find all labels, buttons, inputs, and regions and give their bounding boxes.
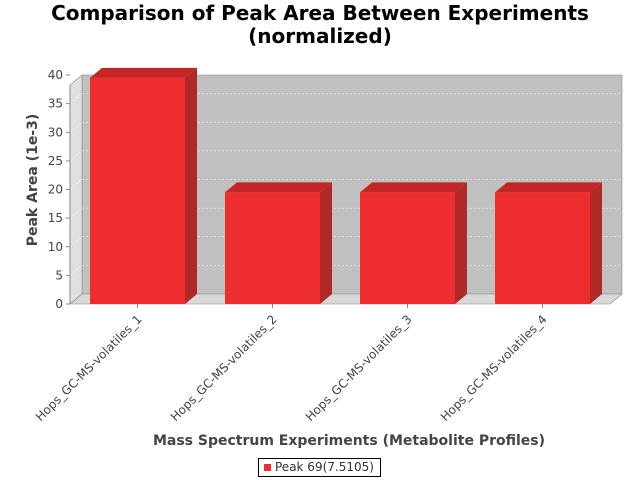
- bar: [495, 182, 602, 304]
- bar-side: [455, 182, 467, 304]
- bar-front: [225, 192, 320, 304]
- y-tick-label: 35: [48, 97, 63, 111]
- bar-side: [185, 67, 197, 304]
- y-tick-label: 5: [55, 268, 63, 282]
- bar: [90, 67, 197, 304]
- x-tick-label: Hops_GC-MS-volatiles_3: [303, 312, 415, 424]
- y-tick-label: 15: [48, 211, 63, 225]
- y-tick-label: 40: [48, 68, 63, 82]
- bar: [225, 182, 332, 304]
- y-tick-label: 0: [55, 297, 63, 311]
- y-gridline-side: [69, 64, 83, 76]
- bar-top: [360, 182, 467, 193]
- bar-top: [495, 182, 602, 193]
- bars: [90, 67, 602, 304]
- x-axis-label: Mass Spectrum Experiments (Metabolite Pr…: [153, 433, 545, 449]
- bar-top: [90, 67, 197, 78]
- bar-top: [225, 182, 332, 193]
- y-gridline-side: [69, 93, 83, 104]
- bar-side: [320, 182, 332, 304]
- plot-left-wall: [69, 74, 83, 305]
- chart-title-block: Comparison of Peak Area Between Experime…: [0, 2, 640, 48]
- legend-swatch: [264, 464, 271, 471]
- bar-front: [495, 192, 590, 304]
- y-gridline-side: [69, 122, 83, 133]
- y-tick-label: 10: [48, 240, 63, 254]
- y-gridline-side: [69, 265, 83, 276]
- y-tick-label: 25: [48, 154, 63, 168]
- legend: Peak 69(7.5105): [258, 458, 381, 477]
- bar-front: [360, 192, 455, 304]
- y-tick-label: 30: [48, 125, 63, 139]
- y-tick-label: 20: [48, 183, 63, 197]
- y-gridline-side: [69, 236, 83, 247]
- chart-title: Comparison of Peak Area Between Experime…: [51, 1, 589, 25]
- bar-side: [590, 182, 602, 304]
- axes: [66, 74, 543, 308]
- legend-label: Peak 69(7.5105): [275, 460, 374, 474]
- chart-subtitle: (normalized): [248, 24, 392, 48]
- y-gridline-side: [69, 179, 83, 190]
- x-tick-label: Hops_GC-MS-volatiles_2: [168, 312, 280, 424]
- x-tick-label: Hops_GC-MS-volatiles_1: [33, 312, 145, 424]
- bar-front: [90, 77, 185, 304]
- x-tick-label: Hops_GC-MS-volatiles_4: [438, 312, 550, 424]
- y-gridline-side: [69, 150, 83, 162]
- y-gridline-side: [69, 207, 83, 219]
- y-axis-label: Peak Area (1e-3): [25, 114, 41, 247]
- bar: [360, 182, 467, 304]
